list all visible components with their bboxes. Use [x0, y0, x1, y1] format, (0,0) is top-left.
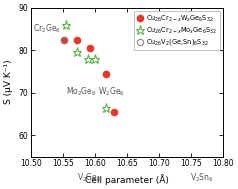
Cu$_{26}$Cr$_{2-x}$W$_x$Ge$_6$S$_{32}$ — [113, 111, 116, 113]
Cu$_{26}$Cr$_{2-x}$W$_x$Ge$_6$S$_{32}$ — [76, 38, 79, 41]
Line: Cu$_{26}$Cr$_{2-x}$Mo$_x$Ge$_6$S$_{32}$: Cu$_{26}$Cr$_{2-x}$Mo$_x$Ge$_6$S$_{32}$ — [62, 20, 111, 112]
Y-axis label: S (μV K⁻¹): S (μV K⁻¹) — [4, 60, 13, 105]
Text: Cr$_2$Ge$_6$: Cr$_2$Ge$_6$ — [33, 22, 61, 35]
Cu$_{26}$Cr$_{2-x}$Mo$_x$Ge$_6$S$_{32}$ — [86, 58, 89, 60]
Text: Mo$_2$Ge$_6$: Mo$_2$Ge$_6$ — [66, 86, 97, 98]
Cu$_{26}$V$_2$(Ge,Sn)$_6$S$_{32}$ — [63, 38, 66, 41]
Cu$_{26}$Cr$_{2-x}$Mo$_x$Ge$_6$S$_{32}$ — [94, 58, 97, 60]
Cu$_{26}$Cr$_{2-x}$Mo$_x$Ge$_6$S$_{32}$ — [65, 24, 68, 26]
Cu$_{26}$Cr$_{2-x}$Mo$_x$Ge$_6$S$_{32}$ — [105, 107, 108, 109]
Text: W$_2$Ge$_6$: W$_2$Ge$_6$ — [98, 86, 125, 98]
Cu$_{26}$Cr$_{2-x}$Mo$_x$Ge$_6$S$_{32}$ — [76, 51, 79, 53]
Cu$_{26}$Cr$_{2-x}$W$_x$Ge$_6$S$_{32}$ — [89, 47, 91, 49]
Cu$_{26}$Cr$_{2-x}$W$_x$Ge$_6$S$_{32}$ — [105, 73, 108, 75]
Cu$_{26}$Cr$_{2-x}$W$_x$Ge$_6$S$_{32}$ — [63, 38, 66, 41]
Text: V$_2$Ge$_6$: V$_2$Ge$_6$ — [77, 171, 102, 184]
Line: Cu$_{26}$V$_2$(Ge,Sn)$_6$S$_{32}$: Cu$_{26}$V$_2$(Ge,Sn)$_6$S$_{32}$ — [61, 36, 210, 189]
Text: V$_2$Sn$_6$: V$_2$Sn$_6$ — [190, 171, 214, 184]
Line: Cu$_{26}$Cr$_{2-x}$W$_x$Ge$_6$S$_{32}$: Cu$_{26}$Cr$_{2-x}$W$_x$Ge$_6$S$_{32}$ — [61, 36, 118, 115]
X-axis label: Cell parameter (Å): Cell parameter (Å) — [85, 174, 169, 185]
Legend: Cu$_{26}$Cr$_{2-x}$W$_x$Ge$_6$S$_{32}$, Cu$_{26}$Cr$_{2-x}$Mo$_x$Ge$_6$S$_{32}$,: Cu$_{26}$Cr$_{2-x}$W$_x$Ge$_6$S$_{32}$, … — [134, 11, 220, 50]
